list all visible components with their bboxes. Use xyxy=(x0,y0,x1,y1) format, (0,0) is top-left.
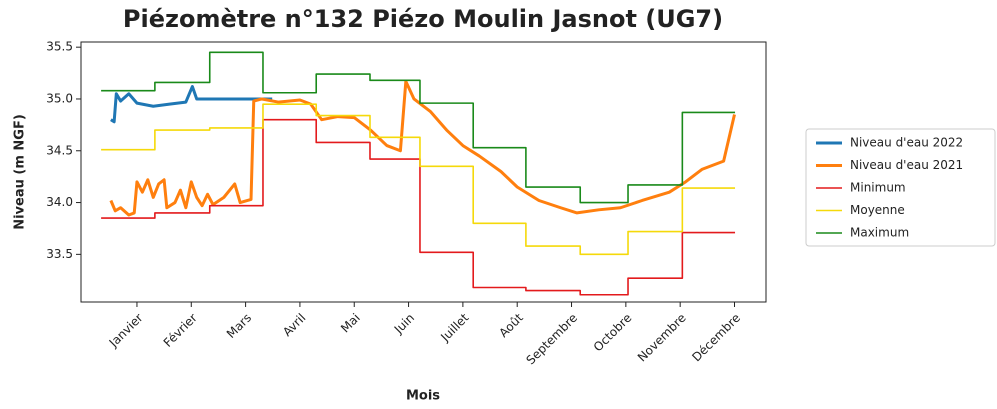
plot-frame xyxy=(80,41,767,303)
y-tick-label: 34.5 xyxy=(46,143,73,157)
x-tick-label: Octobre xyxy=(591,311,635,355)
x-axis-label: Mois xyxy=(406,389,440,404)
x-tick-label: Mars xyxy=(224,311,254,341)
y-tick-label: 35.0 xyxy=(46,91,73,105)
series-line xyxy=(101,118,736,296)
y-tick-label: 35.5 xyxy=(46,40,73,54)
x-tick-label: Avril xyxy=(280,311,308,339)
legend-label: Niveau d'eau 2022 xyxy=(850,136,963,150)
series-line xyxy=(110,85,273,124)
x-tick-label: Août xyxy=(496,310,526,340)
y-axis-label: Niveau (m NGF) xyxy=(13,114,28,230)
series-line xyxy=(109,79,736,217)
x-tick-label: Juillet xyxy=(437,310,471,344)
series-line xyxy=(101,103,736,256)
x-tick-label: Février xyxy=(161,311,200,350)
x-tick-label: Mai xyxy=(338,311,363,336)
chart-title: Piézomètre n°132 Piézo Moulin Jasnot (UG… xyxy=(123,5,723,33)
y-tick-label: 34.0 xyxy=(46,195,73,209)
y-tick-label: 33.5 xyxy=(46,247,73,261)
x-tick-label: Novembre xyxy=(635,311,689,365)
series-line xyxy=(101,51,736,204)
x-tick-label: Janvier xyxy=(106,311,146,351)
legend-box xyxy=(805,128,996,247)
legend-label: Maximum xyxy=(850,226,909,240)
legend-label: Minimum xyxy=(850,181,906,195)
x-tick-label: Décembre xyxy=(689,311,743,365)
legend-label: Niveau d'eau 2021 xyxy=(850,158,963,172)
x-tick-label: Septembre xyxy=(523,311,580,368)
legend-label: Moyenne xyxy=(850,203,905,217)
x-tick-label: Juin xyxy=(391,311,417,337)
